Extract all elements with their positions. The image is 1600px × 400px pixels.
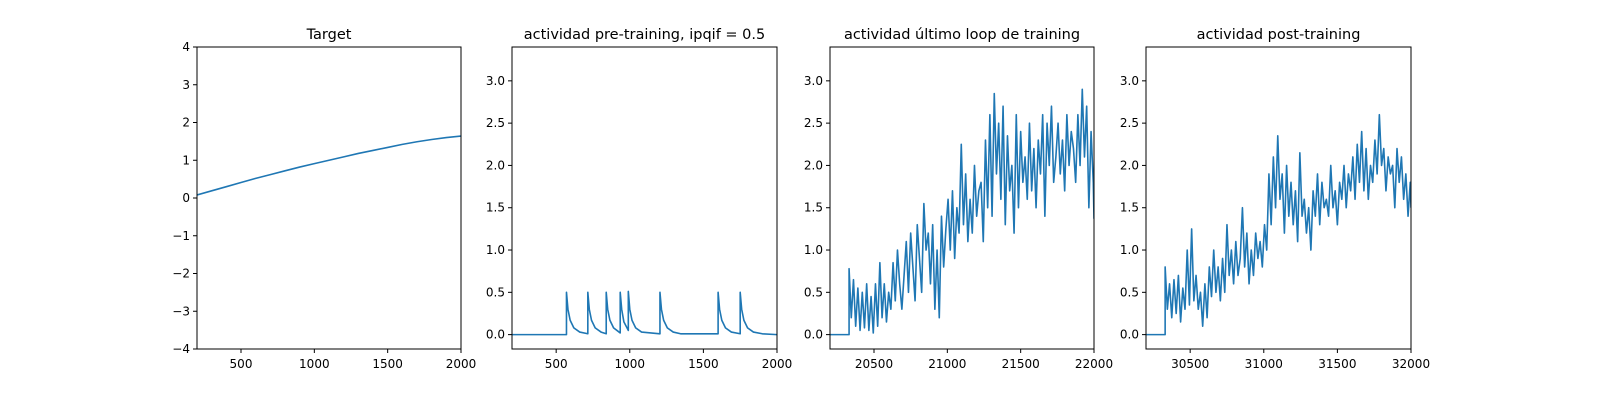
x-tick-label: 500 [230,357,253,371]
y-tick-label: 3.0 [804,74,823,88]
y-tick-label: 1.5 [804,201,823,215]
y-tick-label: 2.5 [1120,116,1139,130]
series-line-4-1 [1146,113,1411,336]
x-tick-label: 31500 [1318,357,1356,371]
x-tick-label: 21500 [1002,357,1040,371]
axes-frame [1145,46,1412,350]
series-line-3-1 [830,88,1094,336]
y-tick-label: 0.0 [486,328,505,342]
y-tick-label: 0.5 [1120,285,1139,299]
x-tick-label: 30500 [1171,357,1209,371]
y-tick-label: 1.5 [486,201,505,215]
y-tick-label: −2 [172,267,190,281]
chart-panel-1: 500 1000 1500 2000 −4 −3 −2 −1 0 1 2 3 4 Target [172,27,476,371]
series-line-2-1 [512,290,777,336]
y-tick-label: 2.5 [804,116,823,130]
y-tick-label: −3 [172,304,190,318]
y-tick-label: 2.0 [804,158,823,172]
y-tick-label: 1.5 [1120,201,1139,215]
chart-title: actividad último loop de training [844,27,1080,43]
y-tick-label: −4 [172,342,190,356]
x-tick-label: 2000 [446,357,477,371]
y-tick-label: 2 [182,116,190,130]
x-tick-label: 21000 [928,357,966,371]
x-tick-label: 32000 [1392,357,1430,371]
x-tick-label: 500 [545,357,568,371]
chart-title: actividad post-training [1197,27,1361,43]
y-tick-label: 2.0 [1120,158,1139,172]
y-tick-label: 3.0 [1120,74,1139,88]
y-tick-label: 0.5 [804,285,823,299]
y-tick-label: 0.0 [804,328,823,342]
axes-frame [829,46,1095,350]
y-tick-label: 2.5 [486,116,505,130]
y-tick-label: 0 [182,191,190,205]
x-tick-label: 1000 [615,357,646,371]
series-line-1-1 [197,135,461,196]
y-tick-label: 1 [182,153,190,167]
y-tick-label: 3.0 [486,74,505,88]
x-tick-label: 2000 [762,357,793,371]
x-tick-label: 1000 [299,357,330,371]
chart-panel-4: 30500 31000 31500 32000 0.0 0.5 1.0 1.5 2.0 2.5 3.… [1120,27,1430,371]
axes-frame [196,46,462,350]
y-tick-label: 1.0 [486,243,505,257]
chart-title: Target [306,27,352,43]
x-tick-label: 1500 [688,357,719,371]
y-tick-label: 0.0 [1120,328,1139,342]
x-tick-label: 20500 [855,357,893,371]
y-tick-label: 1.0 [804,243,823,257]
y-tick-label: 1.0 [1120,243,1139,257]
y-tick-label: 2.0 [486,158,505,172]
x-tick-label: 22000 [1075,357,1113,371]
chart-panel-3: 20500 21000 21500 22000 0.0 0.5 1.0 1.5 2.0 2.5 3.… [804,27,1113,371]
y-tick-label: 0.5 [486,285,505,299]
y-tick-label: −1 [172,229,190,243]
axes-frame [511,46,778,350]
y-tick-label: 3 [182,78,190,92]
chart-title: actividad pre-training, ipqif = 0.5 [524,27,765,43]
x-tick-label: 31000 [1245,357,1283,371]
y-tick-label: 4 [182,40,190,54]
chart-panel-2: 500 1000 1500 2000 0.0 0.5 1.0 1.5 2.0 2.5 3.0 acti… [486,27,792,371]
x-tick-label: 1500 [372,357,403,371]
